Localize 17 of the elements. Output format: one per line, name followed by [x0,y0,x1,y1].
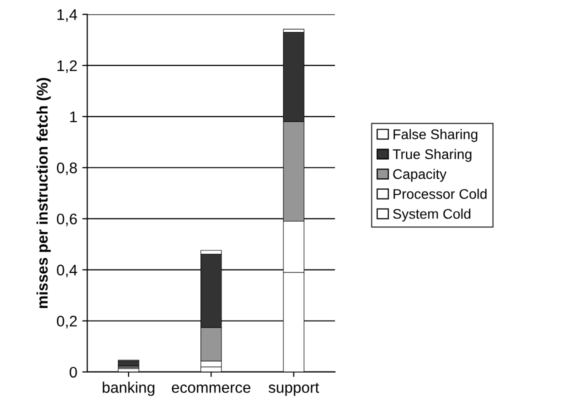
legend-label: System Cold [393,208,470,222]
legend-label: Processor Cold [394,188,487,199]
y-tick-label: 0,2 [56,316,77,328]
x-tick-label: banking [102,382,154,396]
y-tick-label: 0,8 [56,162,77,176]
y-tick-label: 1,2 [57,60,77,73]
legend-label: True Sharing [392,148,472,162]
x-tick-label: ecommerce [172,384,250,393]
legend-label: Capacity [393,168,446,182]
x-tick-label: support [268,382,320,396]
y-axis-title: misses per instruction fetch (%) [36,78,51,308]
legend-label: False Sharing [394,129,478,142]
y-tick-label: 1 [70,112,77,122]
y-tick-label: 0,4 [56,264,78,278]
y-tick-label: 1,4 [57,9,78,22]
y-tick-label: 0,6 [56,214,77,226]
y-tick-label: 0 [70,366,77,378]
